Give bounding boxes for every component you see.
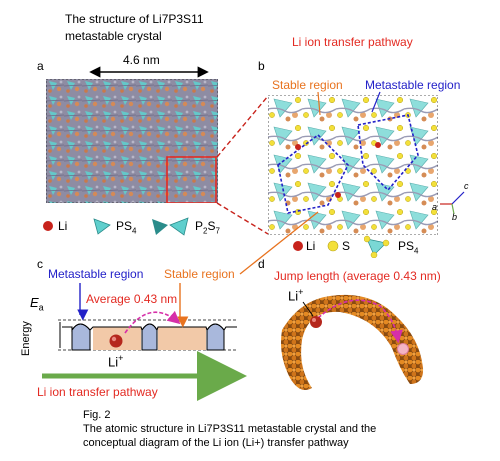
panel-b-metastable-label: Metastable region xyxy=(365,78,461,92)
axis-a-label: a xyxy=(432,202,438,212)
legend-b-li-icon xyxy=(293,241,303,251)
panel-c-li-sup: + xyxy=(118,353,124,363)
legend-a-p2s7-p: P xyxy=(195,219,204,233)
panel-c-li-text: Li xyxy=(108,354,119,370)
panel-a-scale-label: 4.6 nm xyxy=(123,53,160,67)
ea-text: E xyxy=(30,295,39,310)
structure-title-line1: The structure of Li7P3S11 xyxy=(65,12,204,26)
panel-b-crystal-image xyxy=(268,95,438,235)
caption-fig-number: Fig. 2 xyxy=(83,409,111,421)
legend-b-li-label: Li xyxy=(306,239,316,253)
legend-b-s-label: S xyxy=(342,239,351,253)
panel-b-axes-icon xyxy=(440,191,465,215)
pathway-title: Li ion transfer pathway xyxy=(292,35,413,49)
legend-b-ps4-label: PS4 xyxy=(398,239,419,256)
panel-d-title: Jump length (average 0.43 nm) xyxy=(274,269,441,283)
panel-c-average-label: Average 0.43 nm xyxy=(86,292,178,306)
panel-c-stable-label: Stable region xyxy=(164,267,235,281)
panel-d-li-text: Li xyxy=(288,288,299,304)
panel-d-li-ion-label: Li+ xyxy=(288,287,304,304)
legend-a-p2s7-s: S xyxy=(207,219,216,233)
legend-a-li-icon xyxy=(43,221,53,231)
legend-a-ps4-text: PS xyxy=(116,219,133,233)
legend-a-p2s7-label: P2S7 xyxy=(195,219,220,236)
legend-b-ps4-icon xyxy=(364,235,390,258)
panel-d-letter: d xyxy=(258,257,265,271)
legend-a-p2s7-s-sub: 7 xyxy=(215,226,220,236)
axis-b-label: b xyxy=(452,212,458,222)
panel-d-li-sup: + xyxy=(298,287,304,297)
axis-c-label: c xyxy=(464,181,469,191)
legend-a-p2s7-p-sub: 2 xyxy=(203,226,208,236)
panel-b-letter: b xyxy=(258,59,265,73)
legend-a-ps4-sub: 4 xyxy=(132,226,137,236)
panel-c-ea-label: Ea xyxy=(30,295,44,313)
legend-a-li-label: Li xyxy=(58,219,68,233)
caption-line2: conceptual diagram of the Li ion (Li+) t… xyxy=(83,437,349,449)
panel-c-metastable-label: Metastable region xyxy=(48,267,144,281)
structure-title-line2: metastable crystal xyxy=(65,29,162,43)
legend-b-ps4-text: PS xyxy=(398,239,415,253)
legend-a-p2s7-icon xyxy=(152,217,189,236)
legend-b-ps4-sub: 4 xyxy=(414,246,419,256)
legend-a-ps4-label: PS4 xyxy=(116,219,137,236)
panel-b-stable-label: Stable region xyxy=(272,78,343,92)
panel-a-crystal-image xyxy=(46,79,218,203)
panel-c-li-ion-label: Li+ xyxy=(108,353,124,370)
legend-b-s-icon xyxy=(327,240,339,252)
ea-sub: a xyxy=(38,302,44,313)
panel-a-letter: a xyxy=(37,59,44,73)
caption-line1: The atomic structure in Li7P3S11 metasta… xyxy=(83,423,377,435)
panel-c-letter: c xyxy=(37,257,43,271)
panel-c-pathway-label: Li ion transfer pathway xyxy=(37,385,158,399)
legend-a-ps4-icon xyxy=(93,218,111,235)
